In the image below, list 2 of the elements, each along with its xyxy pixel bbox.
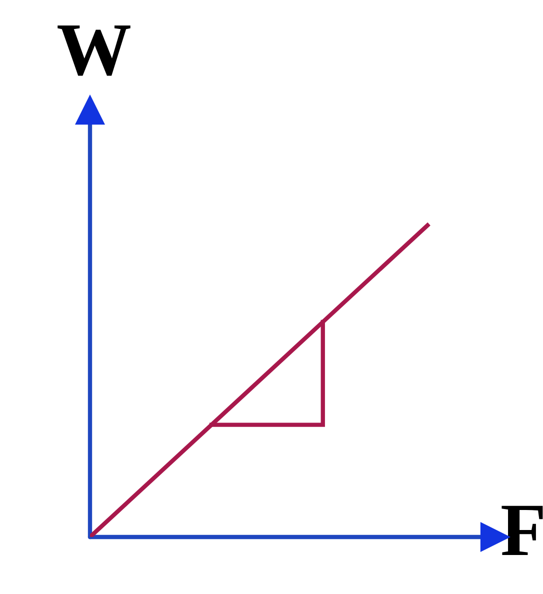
y-axis-title: W	[58, 26, 130, 76]
x-axis-title: F	[502, 506, 543, 556]
